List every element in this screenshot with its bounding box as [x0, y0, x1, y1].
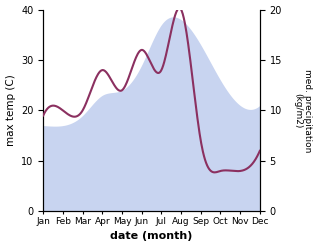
- Y-axis label: max temp (C): max temp (C): [5, 75, 16, 146]
- X-axis label: date (month): date (month): [110, 231, 193, 242]
- Y-axis label: med. precipitation
(kg/m2): med. precipitation (kg/m2): [293, 69, 313, 152]
